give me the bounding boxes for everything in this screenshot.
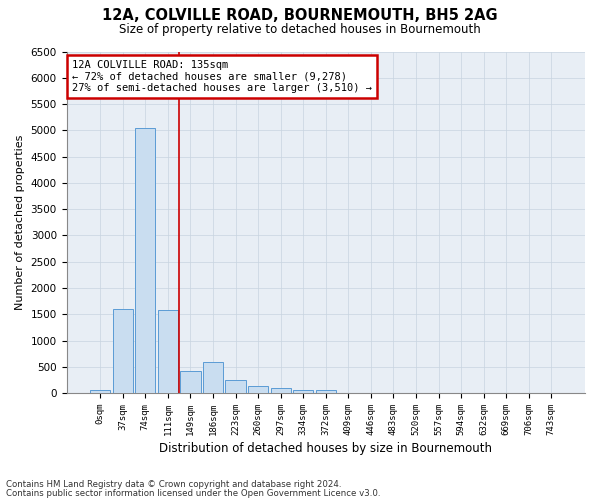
Y-axis label: Number of detached properties: Number of detached properties xyxy=(15,134,25,310)
Text: Contains HM Land Registry data © Crown copyright and database right 2024.: Contains HM Land Registry data © Crown c… xyxy=(6,480,341,489)
Bar xyxy=(271,388,291,393)
Bar xyxy=(248,386,268,393)
Bar xyxy=(158,310,178,393)
Bar xyxy=(226,380,246,393)
Text: 12A, COLVILLE ROAD, BOURNEMOUTH, BH5 2AG: 12A, COLVILLE ROAD, BOURNEMOUTH, BH5 2AG xyxy=(102,8,498,22)
Bar xyxy=(293,390,313,393)
Bar xyxy=(203,362,223,393)
Text: Contains public sector information licensed under the Open Government Licence v3: Contains public sector information licen… xyxy=(6,488,380,498)
Text: 12A COLVILLE ROAD: 135sqm
← 72% of detached houses are smaller (9,278)
27% of se: 12A COLVILLE ROAD: 135sqm ← 72% of detac… xyxy=(72,60,372,93)
X-axis label: Distribution of detached houses by size in Bournemouth: Distribution of detached houses by size … xyxy=(159,442,492,455)
Text: Size of property relative to detached houses in Bournemouth: Size of property relative to detached ho… xyxy=(119,22,481,36)
Bar xyxy=(181,371,200,393)
Bar xyxy=(135,128,155,393)
Bar xyxy=(113,309,133,393)
Bar xyxy=(316,390,336,393)
Bar xyxy=(90,390,110,393)
